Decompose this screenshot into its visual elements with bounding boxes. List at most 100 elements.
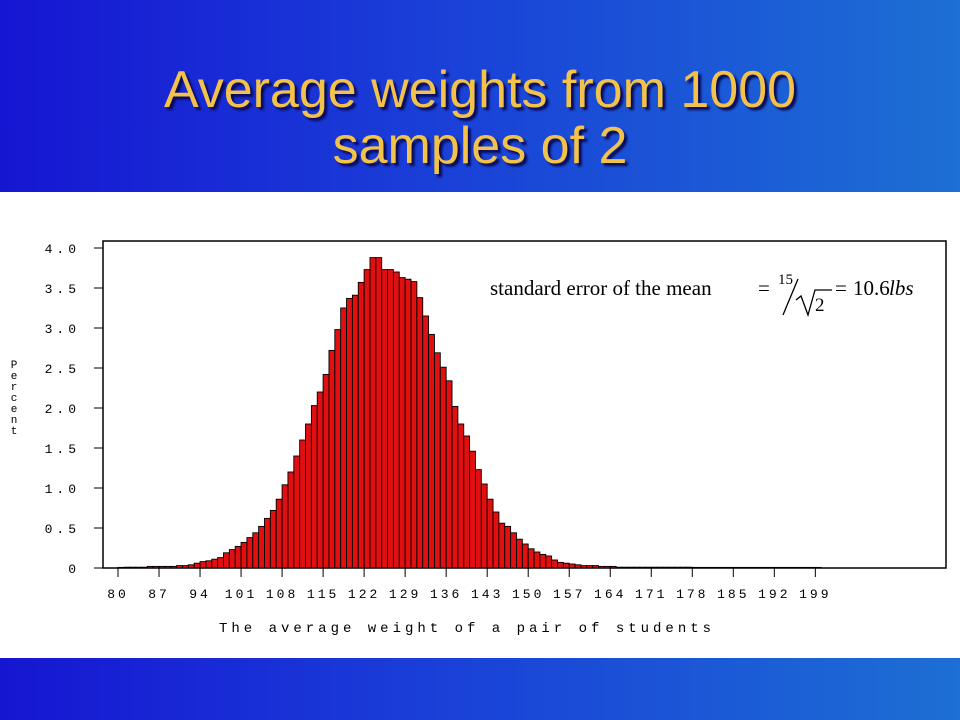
histogram-bar [410, 281, 418, 569]
x-tick-label: 101 [225, 587, 257, 602]
standard-error-annotation: standard error of the mean = 15 2 = 10.6… [490, 272, 914, 318]
histogram-bar [662, 566, 670, 569]
histogram-bar [205, 560, 213, 569]
histogram-bar [615, 566, 623, 569]
y-tick-label: 2.0 [45, 402, 80, 417]
histogram-bar [533, 551, 541, 569]
histogram-bar [305, 423, 312, 569]
y-axis-title-letter: r [11, 382, 18, 394]
histogram-bar [269, 509, 277, 569]
x-tick-label: 129 [389, 587, 421, 602]
histogram-bar [392, 271, 400, 569]
histogram-bar [726, 566, 734, 569]
histogram-bar [445, 380, 453, 569]
histogram-bar [492, 511, 500, 569]
histogram-bar [680, 566, 687, 569]
y-tick-label: 0.5 [45, 522, 80, 537]
histogram-bar [264, 517, 271, 569]
histogram-bar [293, 455, 301, 569]
histogram-bar [756, 566, 764, 569]
histogram-bar [486, 498, 494, 569]
annotation-sqrt-sign [795, 289, 832, 318]
y-axis-title-letter: t [11, 426, 18, 438]
histogram-bar [117, 566, 125, 569]
histogram-bar [639, 566, 646, 569]
x-tick-label: 185 [717, 587, 749, 602]
histogram-bar [527, 548, 535, 569]
histogram-bar [299, 439, 306, 569]
x-tick-label: 192 [758, 587, 790, 602]
histogram-bar [375, 257, 383, 569]
histogram-bar [123, 566, 131, 569]
y-tick-label: 3.5 [45, 282, 80, 297]
y-tick-label: 1.5 [45, 442, 80, 457]
histogram-bar [463, 435, 471, 569]
histogram-bar [240, 541, 248, 569]
y-axis-title-letter: P [11, 360, 18, 372]
y-axis-title-letter: c [11, 393, 18, 405]
histogram-bar [140, 566, 148, 569]
histogram-bar [252, 532, 260, 569]
histogram-bar [586, 565, 594, 569]
annotation-equals-2: = [835, 276, 847, 300]
y-axis: 0 0.5 1.0 1.5 2.0 2.5 3.0 3.5 4.0 [45, 242, 103, 577]
histogram-bar [158, 565, 166, 569]
annotation-label: standard error of the mean [490, 276, 712, 300]
histogram-bar [170, 565, 178, 569]
x-tick-label: 171 [635, 587, 667, 602]
histogram-bar [703, 566, 711, 569]
histogram-bar [422, 315, 430, 569]
histogram-bar [504, 525, 512, 569]
x-tick-label: 87 [148, 587, 170, 602]
x-tick-label: 178 [676, 587, 708, 602]
histogram-bar [223, 552, 230, 569]
histogram-bar [199, 561, 207, 569]
histogram-bar [650, 566, 658, 569]
histogram-bar [176, 565, 183, 569]
histogram-bar [633, 566, 640, 569]
histogram-bar [416, 297, 424, 569]
histogram-bar [773, 566, 781, 569]
x-axis: 80 87 94 101 108 115 122 129 136 143 150 157 164 171 1… [107, 568, 829, 602]
histogram-bar [715, 566, 723, 569]
histogram-bar [545, 555, 553, 569]
y-tick-label: 0 [68, 562, 80, 577]
histogram-bar [193, 562, 201, 569]
histogram-bar [228, 549, 236, 569]
histogram-bar [539, 553, 547, 569]
histogram-bar [656, 566, 664, 569]
histogram-bar [803, 566, 810, 569]
x-tick-label: 108 [266, 587, 298, 602]
histogram-bar [340, 307, 347, 569]
histogram-bar [609, 565, 617, 569]
histogram-bar [275, 498, 283, 569]
histogram-bar [369, 257, 377, 569]
y-tick-label: 2.5 [45, 362, 80, 377]
histogram-chart: 0 0.5 1.0 1.5 2.0 2.5 3.0 3.5 4.0 80 87 94 101 108 11… [11, 240, 947, 637]
histogram-bar [574, 564, 582, 569]
x-tick-label: 94 [189, 587, 211, 602]
x-tick-label: 150 [512, 587, 544, 602]
histogram-bar [598, 565, 605, 569]
histogram-bar [439, 366, 447, 569]
histogram-bar [480, 483, 488, 569]
histogram-bar [428, 333, 435, 569]
histogram-bar [246, 537, 254, 569]
histogram-bar [592, 565, 599, 569]
histogram-bar [357, 281, 365, 569]
histogram-bar [603, 565, 611, 569]
histogram-bar [217, 557, 224, 569]
histogram-bar [135, 566, 142, 569]
histogram-bar [809, 566, 816, 569]
histogram-bar [498, 522, 506, 569]
histogram-bar [685, 566, 693, 569]
y-tick-label: 1.0 [45, 482, 80, 497]
x-tick-label: 164 [594, 587, 626, 602]
histogram-bar [814, 566, 822, 569]
histogram-bar [516, 538, 523, 569]
histogram-bar [351, 294, 359, 569]
y-tick-label: 4.0 [45, 242, 80, 257]
x-tick-label: 136 [430, 587, 462, 602]
annotation-radicand: 2 [815, 295, 825, 316]
